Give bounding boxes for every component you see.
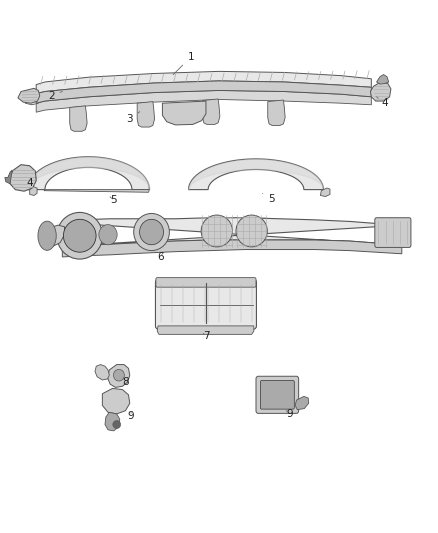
Polygon shape: [62, 217, 402, 246]
Polygon shape: [62, 240, 402, 257]
Polygon shape: [30, 187, 37, 196]
Ellipse shape: [140, 219, 163, 245]
Polygon shape: [202, 99, 220, 124]
Polygon shape: [371, 82, 391, 101]
Text: 5: 5: [110, 195, 117, 205]
Polygon shape: [18, 88, 40, 103]
Text: 3: 3: [127, 112, 140, 124]
Text: 9: 9: [286, 409, 293, 419]
Ellipse shape: [64, 219, 96, 252]
Text: 4: 4: [26, 177, 36, 188]
FancyBboxPatch shape: [256, 376, 299, 414]
Text: 7: 7: [203, 332, 209, 342]
FancyBboxPatch shape: [156, 278, 256, 287]
Polygon shape: [102, 389, 130, 414]
Ellipse shape: [57, 213, 102, 259]
Polygon shape: [28, 157, 149, 190]
Polygon shape: [105, 413, 120, 431]
FancyBboxPatch shape: [260, 381, 294, 409]
Polygon shape: [5, 170, 12, 184]
Polygon shape: [36, 91, 371, 112]
Ellipse shape: [201, 215, 233, 247]
Text: 1: 1: [173, 52, 194, 75]
Polygon shape: [41, 225, 64, 246]
Text: 9: 9: [128, 411, 134, 421]
Ellipse shape: [38, 221, 56, 251]
Polygon shape: [157, 326, 254, 334]
Polygon shape: [295, 397, 309, 410]
Ellipse shape: [99, 224, 117, 245]
Polygon shape: [108, 365, 130, 387]
Ellipse shape: [236, 215, 267, 247]
Polygon shape: [321, 188, 330, 197]
Text: 8: 8: [122, 377, 129, 387]
Polygon shape: [70, 106, 87, 131]
Ellipse shape: [134, 214, 170, 251]
Polygon shape: [188, 159, 323, 190]
Polygon shape: [162, 101, 206, 125]
Text: 6: 6: [157, 252, 163, 262]
FancyBboxPatch shape: [155, 279, 256, 329]
Polygon shape: [95, 365, 110, 380]
Polygon shape: [23, 89, 41, 105]
Polygon shape: [9, 165, 36, 191]
Polygon shape: [377, 75, 389, 84]
Polygon shape: [137, 102, 155, 127]
Polygon shape: [36, 71, 371, 94]
Text: 2: 2: [48, 91, 62, 101]
FancyBboxPatch shape: [375, 217, 411, 247]
Text: 5: 5: [262, 193, 275, 204]
Ellipse shape: [113, 421, 120, 429]
Polygon shape: [268, 100, 285, 125]
Polygon shape: [36, 81, 371, 103]
Ellipse shape: [113, 369, 124, 381]
Text: 4: 4: [377, 97, 388, 108]
Polygon shape: [44, 190, 149, 192]
